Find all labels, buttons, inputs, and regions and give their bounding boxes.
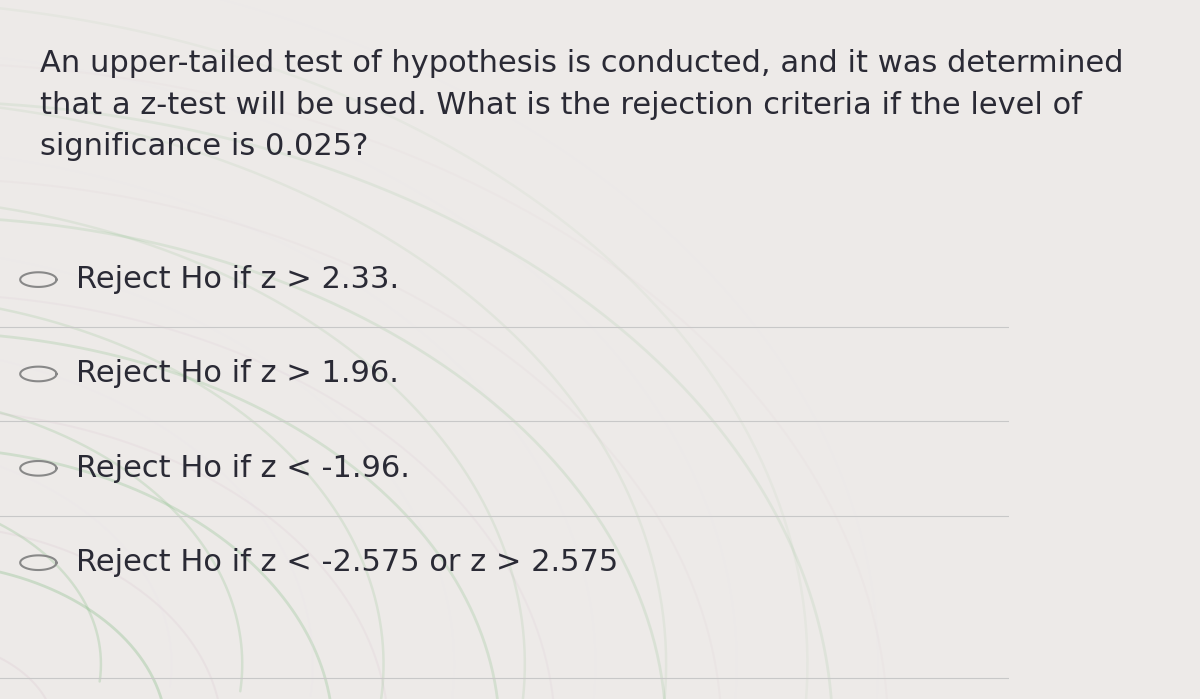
Text: Reject Ho if z > 1.96.: Reject Ho if z > 1.96. — [76, 359, 398, 389]
Text: Reject Ho if z < -2.575 or z > 2.575: Reject Ho if z < -2.575 or z > 2.575 — [76, 548, 618, 577]
Text: Reject Ho if z > 2.33.: Reject Ho if z > 2.33. — [76, 265, 398, 294]
Text: Reject Ho if z < -1.96.: Reject Ho if z < -1.96. — [76, 454, 409, 483]
Text: An upper-tailed test of hypothesis is conducted, and it was determined
that a z-: An upper-tailed test of hypothesis is co… — [41, 49, 1124, 161]
